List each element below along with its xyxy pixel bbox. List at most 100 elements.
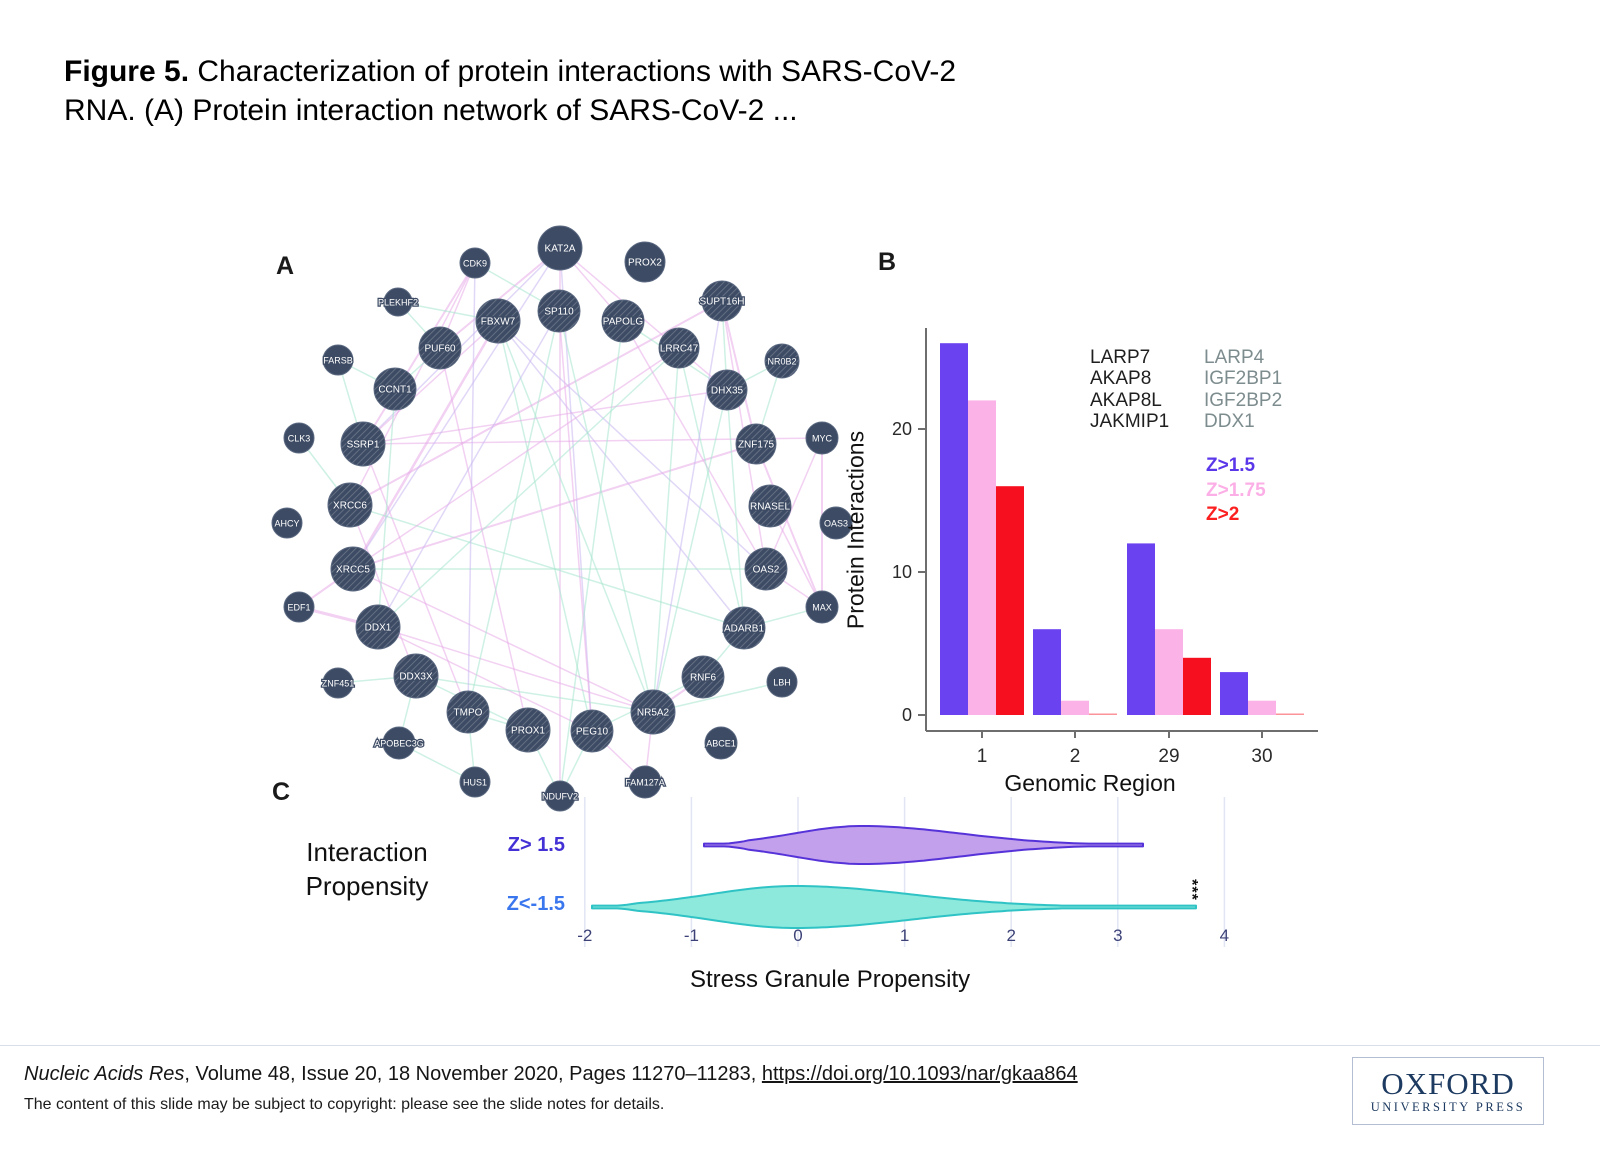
network-node: PUF60 [418, 326, 462, 370]
network-node: NR0B2 [764, 343, 800, 379]
bar-Z>1.5 [1033, 629, 1061, 715]
panel-b-label: B [878, 248, 897, 276]
network-node: MYC [805, 421, 839, 455]
network-node: XRCC5 [330, 546, 376, 592]
network-edge [349, 300, 723, 506]
network-node: RNASEL [748, 484, 792, 528]
network-edge [349, 504, 417, 677]
network-node: FBXW7 [475, 298, 521, 344]
network-node: AHCY [271, 507, 303, 539]
bar-Z>1.5 [1220, 672, 1248, 715]
network-node: CLK3 [283, 422, 315, 454]
network-edge [377, 347, 680, 628]
network-node: OAS2 [744, 547, 788, 591]
network-edge [362, 443, 469, 713]
network-node-label: OAS2 [753, 565, 780, 576]
network-node-label: CDK9 [463, 259, 487, 269]
bar-Z>1.5 [1127, 543, 1155, 715]
copyright-line: The content of this slide may be subject… [24, 1096, 665, 1113]
network-edge [377, 388, 396, 628]
network-node-label: XRCC6 [333, 501, 367, 512]
network-node-label: SP110 [544, 307, 574, 318]
network-node-label: LBH [773, 678, 791, 688]
protein-legend-black-column: LARP7 AKAP8 AKAP8L JAKMIP1 [1090, 347, 1178, 432]
bar-Z>2 [1183, 657, 1211, 715]
network-node-label: PROX1 [511, 726, 545, 737]
legend-z15: Z>1.5 [1206, 455, 1256, 476]
network-edge [652, 347, 680, 713]
violin-shape-1 [591, 885, 1197, 929]
network-edge [362, 437, 823, 445]
network-edge [497, 320, 593, 732]
network-node: MAX [805, 590, 839, 624]
bar-Z>1.75 [1155, 629, 1183, 715]
network-edge [394, 347, 441, 390]
bar-ytick-label: 0 [902, 705, 912, 725]
journal-name: Nucleic Acids Res [24, 1063, 185, 1085]
bar-Z>1.5 [940, 343, 968, 715]
network-node: EDF1 [283, 591, 315, 623]
legend-z175: Z>1.75 [1206, 479, 1266, 501]
interaction-label-line1: Interaction [306, 837, 428, 867]
network-node-label: FAM127A [625, 778, 665, 788]
network-node: FARSB [322, 344, 354, 376]
network-edge [559, 730, 593, 797]
citation-line: Nucleic Acids Res, Volume 48, Issue 20, … [24, 1063, 1078, 1086]
network-node: PROX1 [505, 707, 551, 753]
oup-logo-university-press: UNIVERSITY PRESS [1370, 1099, 1526, 1114]
network-node: DDX1 [355, 604, 401, 650]
network-node-label: PAPOLG [603, 317, 644, 328]
network-edge [559, 247, 728, 391]
network-edge [559, 320, 624, 797]
network-edge [352, 347, 680, 570]
network-node: LRRC47 [658, 327, 700, 369]
network-edge [497, 320, 745, 629]
violin-xtick-label: 0 [793, 926, 802, 945]
network-node-label: ZNF175 [738, 440, 775, 451]
network-node-label: PLEKHF2 [378, 298, 418, 308]
network-edge [644, 711, 654, 783]
network-edge [558, 310, 654, 713]
network-node-label: NR0B2 [767, 357, 796, 367]
network-node-label: PROX2 [628, 258, 662, 269]
network-node-label: ADARB1 [724, 624, 764, 635]
legend-z2: Z>2 [1206, 504, 1240, 525]
doi-link[interactable]: https://doi.org/10.1093/nar/gkaa864 [761, 1063, 1078, 1085]
footer-divider [0, 1045, 1600, 1046]
network-edge [298, 605, 379, 629]
network-node: ADARB1 [722, 606, 766, 650]
network-node-label: NDUFV2 [542, 792, 578, 802]
network-edge [439, 262, 476, 349]
caption-line-1: Figure 5. Characterization of protein in… [64, 52, 1104, 91]
network-node-label: EDF1 [287, 603, 310, 613]
network-node-label: FBXW7 [481, 317, 516, 328]
network-edge [652, 300, 723, 713]
caption-text: Characterization of protein interactions… [189, 55, 957, 88]
network-nodes: KAT2A CDK9 PROX2 PLEKHF2 SP110 FBXW7 PAPOLG SUP… [271, 225, 853, 812]
network-edge [755, 360, 783, 445]
network-node: ZNF451 [320, 667, 356, 699]
network-node: PEG10 [570, 709, 614, 753]
network-edge [337, 359, 396, 390]
network-edge [337, 359, 364, 445]
network-node: SSRP1 [340, 421, 386, 467]
network-node-label: ZNF451 [322, 679, 355, 689]
oup-logo: OXFORD UNIVERSITY PRESS [1352, 1057, 1544, 1125]
legend-protein: AKAP8 [1090, 368, 1152, 390]
network-node: SP110 [537, 289, 581, 333]
network-edge [298, 437, 351, 506]
violin-xtick-label: 1 [900, 926, 909, 945]
network-edge [352, 443, 757, 570]
network-edge [652, 681, 783, 713]
network-node: LBH [766, 666, 798, 698]
network-edge [726, 360, 783, 391]
network-edge [467, 262, 476, 713]
violin-xtick-label: 2 [1006, 926, 1015, 945]
legend-protein: LARP7 [1090, 347, 1151, 368]
network-edge [652, 676, 704, 713]
network-edge [591, 676, 704, 732]
